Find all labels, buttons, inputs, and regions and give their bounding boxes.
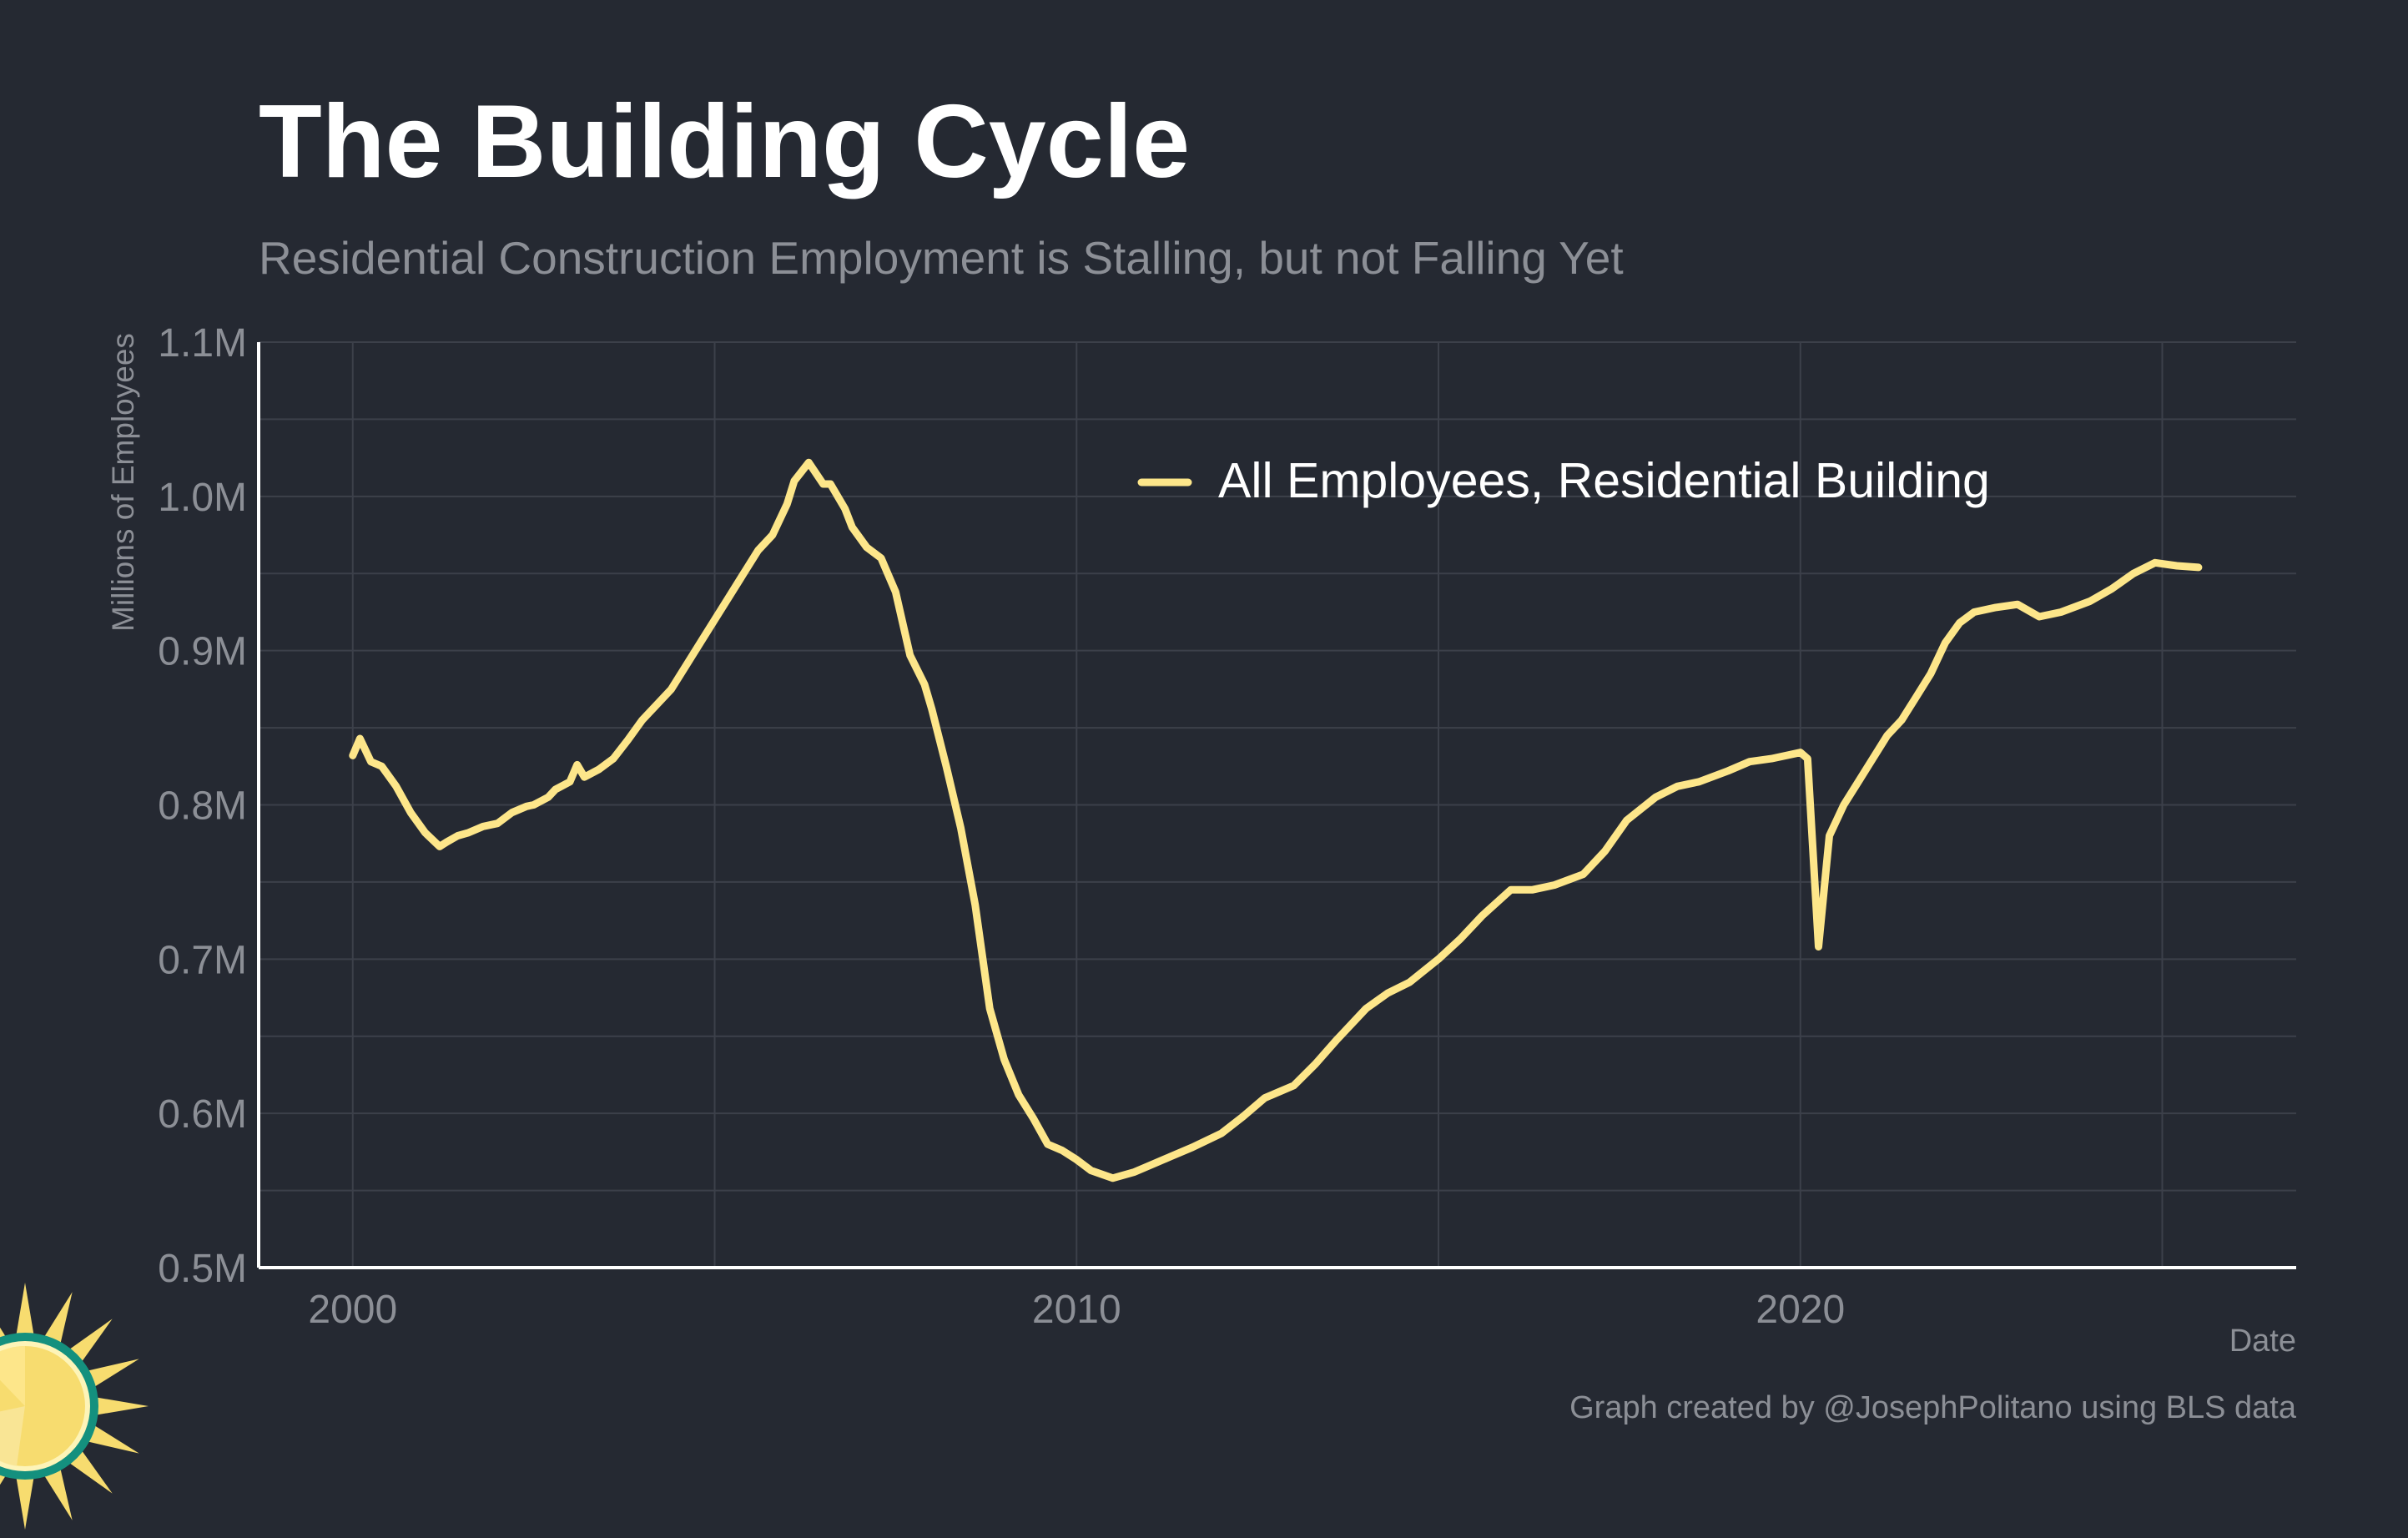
y-tick-label: 1.1M bbox=[158, 321, 247, 366]
y-tick-label: 0.7M bbox=[158, 938, 247, 982]
x-axis-label: Date bbox=[2229, 1324, 2296, 1359]
series-layer bbox=[349, 458, 2203, 1182]
source-credit: Graph created by @JosephPolitano using B… bbox=[1569, 1390, 2296, 1425]
series-line-residential-building bbox=[349, 458, 2203, 1182]
grid bbox=[259, 341, 2296, 1268]
chart-title: The Building Cycle bbox=[259, 84, 1191, 199]
legend: All Employees, Residential Building bbox=[1137, 453, 1990, 508]
chart-subtitle: Residential Construction Employment is S… bbox=[259, 232, 1624, 284]
legend-label: All Employees, Residential Building bbox=[1218, 453, 1990, 508]
axes bbox=[257, 342, 2296, 1269]
x-tick-label: 2010 bbox=[1032, 1288, 1121, 1332]
y-tick-label: 0.6M bbox=[158, 1092, 247, 1137]
sun-logo-icon bbox=[0, 1283, 149, 1530]
tick-labels: 0.5M 0.6M 0.7M 0.8M 0.9M 1.0M 1.1M 2000 2010 2020 bbox=[158, 321, 1845, 1332]
y-tick-label: 0.9M bbox=[158, 630, 247, 674]
y-tick-label: 0.5M bbox=[158, 1247, 247, 1291]
x-tick-label: 2000 bbox=[308, 1288, 397, 1332]
y-tick-label: 0.8M bbox=[158, 784, 247, 829]
y-tick-label: 1.0M bbox=[158, 476, 247, 520]
x-tick-label: 2020 bbox=[1756, 1288, 1845, 1332]
